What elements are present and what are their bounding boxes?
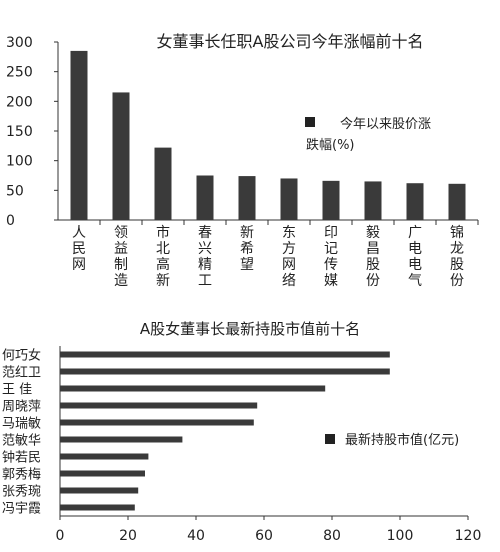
chart2-legend-label: 最新持股市值(亿元) (345, 432, 459, 448)
chart1-bar (154, 147, 172, 220)
chart1-category-label: 毅昌股份 (366, 224, 380, 289)
chart1-category-label: 新希望 (240, 225, 254, 273)
chart2-bar (60, 351, 390, 358)
chart1-legend-swatch (305, 117, 315, 127)
chart1-category-label: 东方网络 (282, 225, 296, 289)
chart1-y-tick-label: 100 (6, 154, 33, 170)
chart2-x-tick-label: 0 (56, 528, 65, 544)
chart2-x-tick-label: 100 (387, 528, 414, 544)
chart2-title: A股女董事长最新持股市值前十名 (140, 320, 360, 338)
chart2-category-label: 冯宇霞 (2, 502, 41, 517)
chart1-bar (406, 183, 424, 220)
chart2-x-tick-label: 40 (187, 528, 205, 544)
chart1-category-label: 广电电气 (408, 225, 422, 289)
chart1-bar (70, 50, 88, 221)
chart2-category-label: 周晓萍 (2, 400, 41, 415)
chart2-category-label: 王 佳 (2, 383, 32, 398)
chart1-y-tick-label: 50 (6, 183, 24, 199)
chart2-bar (60, 504, 135, 511)
chart2-x-tick-label: 80 (323, 528, 341, 544)
chart2-category-label: 范敏华 (2, 434, 41, 449)
chart2-bar (60, 368, 390, 375)
chart1-y-tick-label: 300 (6, 35, 33, 51)
chart2-bar (60, 419, 254, 426)
chart2-category-label: 郭秀梅 (2, 467, 41, 483)
chart1-bar (448, 183, 466, 220)
chart2-bar (60, 453, 149, 460)
chart2-category-label: 范红卫 (2, 365, 41, 381)
chart2-bar (60, 487, 139, 494)
chart2-x-tick-label: 20 (119, 528, 137, 544)
chart1-bar (196, 175, 214, 220)
chart1-category-label: 锦龙股份 (450, 224, 464, 289)
chart2-category-label: 何巧女 (2, 348, 41, 364)
chart2-bar (60, 385, 326, 392)
chart1-category-label: 领益制造 (114, 225, 128, 289)
chart1-category-label: 印记传媒 (324, 225, 338, 289)
chart1-bar (322, 180, 340, 220)
chart2-x-tick-label: 60 (255, 528, 273, 544)
chart2-category-label: 钟若民 (2, 450, 41, 466)
chart1-y-tick-label: 0 (6, 213, 15, 229)
chart2-bar (60, 470, 145, 477)
chart1-title: 女董事长任职A股公司今年涨幅前十名 (157, 32, 424, 51)
chart1-bar (238, 176, 256, 220)
chart1-y-tick-label: 150 (6, 124, 33, 140)
chart1-bar (112, 92, 130, 220)
chart2-x-tick-label: 120 (455, 528, 482, 544)
chart1-category-label: 人民网 (72, 225, 86, 273)
returns-chart: 女董事长任职A股公司今年涨幅前十名 0 50 100 150 200 250 300 人民网… (6, 32, 479, 289)
chart1-y-tick-label: 200 (6, 94, 33, 110)
chart2-category-label: 马瑞敏 (2, 417, 41, 432)
chart1-category-label: 市北高新 (156, 224, 170, 289)
chart1-legend-label: 今年以来股价涨 跌幅(%) (306, 116, 435, 153)
chart1-y-tick-label: 250 (6, 65, 33, 81)
chart1-category-label: 春兴精工 (198, 225, 212, 289)
chart1-bar (280, 178, 298, 220)
chart2-bar (60, 436, 183, 443)
chart1-bar (364, 181, 382, 220)
chart2-legend-swatch (325, 434, 335, 444)
chart2-category-label: 张秀琬 (2, 484, 41, 500)
chart2-bar (60, 402, 258, 409)
